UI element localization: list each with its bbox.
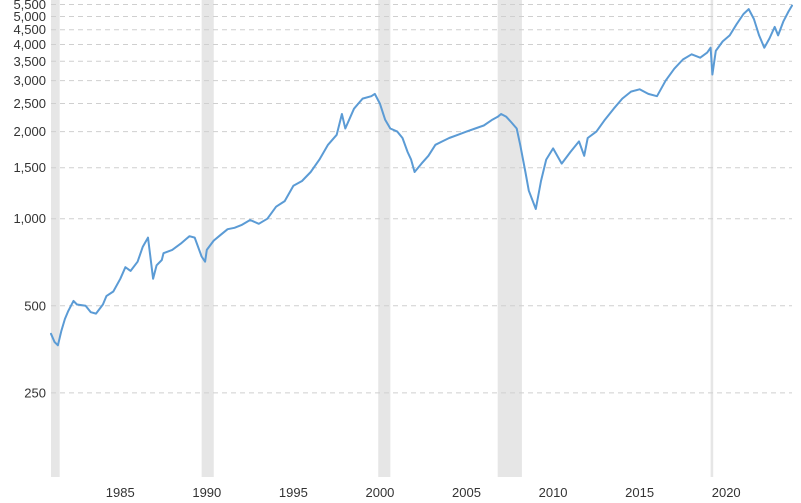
recession-band: [710, 0, 714, 477]
series-line: [50, 4, 793, 347]
y-tick-label: 1,500: [13, 160, 46, 175]
y-axis-tick-labels: 250 500 1,000 1,500 2,000 2,500 3,000 3,500 4,00…: [13, 0, 46, 400]
x-tick-label: 2005: [452, 485, 481, 500]
recession-band: [201, 0, 214, 477]
y-tick-label: 4,500: [13, 22, 46, 37]
recession-bands: [51, 0, 714, 477]
x-tick-label: 1985: [106, 485, 135, 500]
x-tick-label: 2015: [625, 485, 654, 500]
recession-band: [51, 0, 60, 477]
y-tick-label: 250: [24, 385, 46, 400]
x-tick-label: 2020: [712, 485, 741, 500]
recession-band: [378, 0, 391, 477]
x-tick-label: 2010: [539, 485, 568, 500]
y-tick-label: 5,500: [13, 0, 46, 12]
x-axis-tick-labels: 1985 1990 1995 2000 2005 2010 2015 2020: [106, 485, 741, 500]
y-tick-label: 1,000: [13, 211, 46, 226]
y-tick-label: 2,500: [13, 96, 46, 111]
y-tick-label: 2,000: [13, 124, 46, 139]
y-tick-label: 3,000: [13, 73, 46, 88]
y-tick-label: 5,000: [13, 9, 46, 24]
x-tick-label: 1995: [279, 485, 308, 500]
y-tick-label: 3,500: [13, 54, 46, 69]
x-tick-label: 1990: [192, 485, 221, 500]
recession-band: [497, 0, 522, 477]
x-tick-label: 2000: [365, 485, 394, 500]
y-tick-label: 4,000: [13, 37, 46, 52]
y-tick-label: 500: [24, 298, 46, 313]
gridlines: [51, 3, 792, 394]
